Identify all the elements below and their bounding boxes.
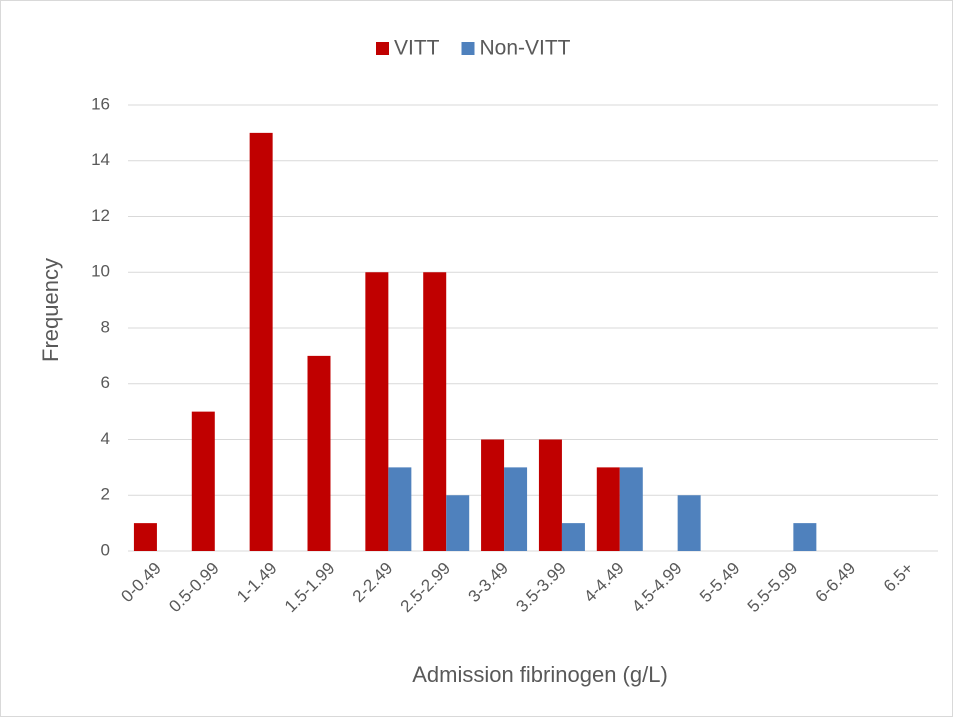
legend-label: Non-VITT — [480, 37, 571, 60]
bar — [388, 467, 412, 551]
bar — [793, 523, 817, 551]
bar — [538, 439, 562, 551]
bar — [191, 411, 215, 551]
bar — [307, 355, 331, 551]
y-tick-label: 10 — [91, 262, 110, 281]
legend-label: VITT — [394, 37, 440, 60]
bar — [446, 495, 470, 551]
legend-swatch — [376, 42, 389, 55]
y-tick-label: 12 — [91, 206, 110, 225]
bar — [423, 272, 447, 551]
bar — [481, 439, 505, 551]
bar — [504, 467, 528, 551]
bar — [561, 523, 585, 551]
y-tick-label: 14 — [91, 150, 110, 169]
bar — [677, 495, 701, 551]
bar — [619, 467, 643, 551]
bar — [249, 132, 273, 551]
y-axis-title: Frequency — [38, 258, 63, 362]
y-tick-label: 2 — [101, 485, 110, 504]
y-tick-label: 0 — [101, 540, 110, 559]
y-tick-label: 8 — [101, 317, 110, 336]
bar — [133, 523, 157, 551]
x-axis-title: Admission fibrinogen (g/L) — [412, 662, 668, 687]
bar — [596, 467, 620, 551]
y-tick-label: 16 — [91, 94, 110, 113]
legend-swatch — [461, 42, 475, 55]
y-tick-label: 4 — [101, 429, 110, 448]
bar — [365, 272, 389, 551]
y-tick-label: 6 — [101, 373, 110, 392]
